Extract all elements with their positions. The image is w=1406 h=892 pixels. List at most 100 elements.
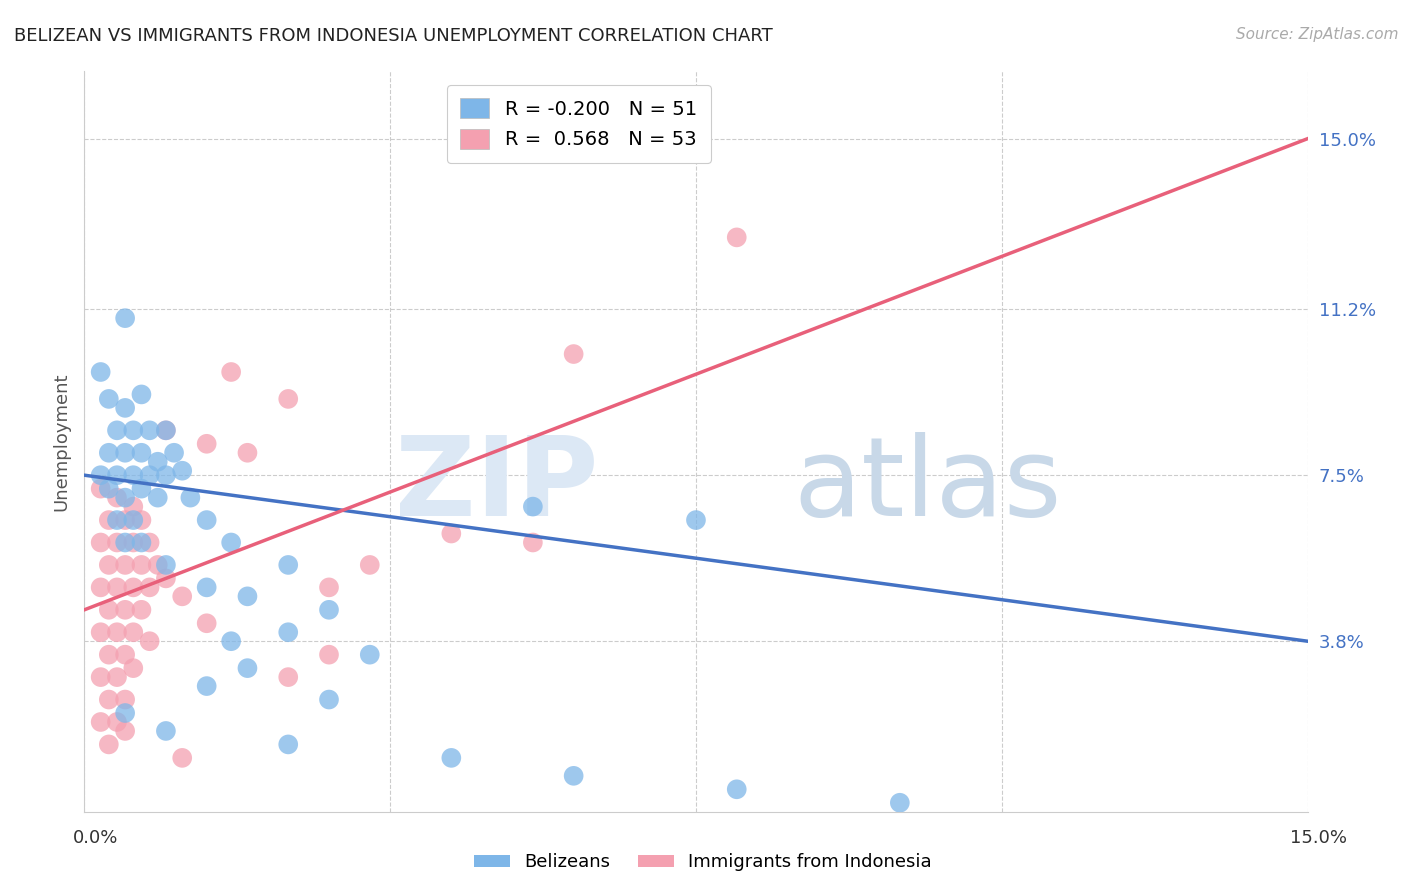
Point bbox=[90, 714, 112, 729]
Point bbox=[105, 468, 128, 483]
Point bbox=[172, 464, 194, 478]
Legend: Belizeans, Immigrants from Indonesia: Belizeans, Immigrants from Indonesia bbox=[467, 847, 939, 879]
Point bbox=[236, 446, 259, 460]
Point bbox=[131, 446, 153, 460]
Point bbox=[277, 625, 299, 640]
Text: Source: ZipAtlas.com: Source: ZipAtlas.com bbox=[1236, 27, 1399, 42]
Point bbox=[105, 535, 128, 549]
Point bbox=[97, 482, 120, 496]
Point bbox=[97, 392, 120, 406]
Point bbox=[440, 526, 463, 541]
Point bbox=[97, 513, 120, 527]
Point bbox=[122, 500, 145, 514]
Point bbox=[277, 670, 299, 684]
Point bbox=[105, 714, 128, 729]
Point bbox=[172, 751, 194, 765]
Point bbox=[146, 455, 169, 469]
Point bbox=[114, 692, 136, 706]
Point bbox=[114, 723, 136, 738]
Point bbox=[562, 347, 585, 361]
Point bbox=[359, 558, 381, 572]
Point bbox=[122, 423, 145, 437]
Point bbox=[155, 423, 177, 437]
Point bbox=[122, 661, 145, 675]
Point bbox=[359, 648, 381, 662]
Text: BELIZEAN VS IMMIGRANTS FROM INDONESIA UNEMPLOYMENT CORRELATION CHART: BELIZEAN VS IMMIGRANTS FROM INDONESIA UN… bbox=[14, 27, 773, 45]
Point bbox=[163, 446, 186, 460]
Point bbox=[138, 468, 160, 483]
Point bbox=[195, 679, 218, 693]
Point bbox=[105, 670, 128, 684]
Point bbox=[97, 558, 120, 572]
Point bbox=[97, 446, 120, 460]
Point bbox=[105, 491, 128, 505]
Point bbox=[131, 482, 153, 496]
Point bbox=[219, 365, 242, 379]
Point bbox=[155, 468, 177, 483]
Point bbox=[90, 580, 112, 594]
Point bbox=[114, 535, 136, 549]
Point bbox=[138, 634, 160, 648]
Text: atlas: atlas bbox=[794, 433, 1063, 540]
Point bbox=[146, 558, 169, 572]
Point bbox=[195, 513, 218, 527]
Point bbox=[122, 580, 145, 594]
Point bbox=[277, 738, 299, 752]
Point bbox=[97, 648, 120, 662]
Point bbox=[105, 625, 128, 640]
Point bbox=[131, 603, 153, 617]
Point bbox=[114, 491, 136, 505]
Text: 0.0%: 0.0% bbox=[73, 829, 118, 847]
Point bbox=[105, 423, 128, 437]
Point bbox=[318, 580, 340, 594]
Legend: R = -0.200   N = 51, R =  0.568   N = 53: R = -0.200 N = 51, R = 0.568 N = 53 bbox=[447, 85, 710, 162]
Point bbox=[725, 782, 748, 797]
Point bbox=[155, 723, 177, 738]
Point bbox=[122, 513, 145, 527]
Point bbox=[114, 311, 136, 326]
Point bbox=[522, 500, 544, 514]
Point bbox=[97, 603, 120, 617]
Point bbox=[114, 558, 136, 572]
Point bbox=[440, 751, 463, 765]
Point bbox=[277, 558, 299, 572]
Point bbox=[90, 670, 112, 684]
Point bbox=[179, 491, 201, 505]
Point bbox=[131, 558, 153, 572]
Point bbox=[562, 769, 585, 783]
Point bbox=[146, 491, 169, 505]
Text: ZIP: ZIP bbox=[395, 433, 598, 540]
Point bbox=[195, 616, 218, 631]
Point bbox=[114, 401, 136, 415]
Point bbox=[122, 625, 145, 640]
Point bbox=[318, 603, 340, 617]
Point bbox=[114, 603, 136, 617]
Point bbox=[131, 513, 153, 527]
Point bbox=[236, 661, 259, 675]
Point bbox=[97, 692, 120, 706]
Point bbox=[131, 535, 153, 549]
Point bbox=[155, 423, 177, 437]
Point bbox=[138, 535, 160, 549]
Point bbox=[195, 437, 218, 451]
Point bbox=[522, 535, 544, 549]
Point bbox=[172, 590, 194, 604]
Point bbox=[90, 535, 112, 549]
Point bbox=[725, 230, 748, 244]
Point bbox=[114, 648, 136, 662]
Point bbox=[122, 468, 145, 483]
Point bbox=[155, 558, 177, 572]
Point bbox=[105, 580, 128, 594]
Point bbox=[277, 392, 299, 406]
Point bbox=[105, 513, 128, 527]
Point bbox=[138, 580, 160, 594]
Point bbox=[90, 482, 112, 496]
Point bbox=[318, 648, 340, 662]
Point bbox=[195, 580, 218, 594]
Point bbox=[889, 796, 911, 810]
Point bbox=[131, 387, 153, 401]
Point bbox=[219, 634, 242, 648]
Point bbox=[138, 423, 160, 437]
Point bbox=[114, 706, 136, 720]
Point bbox=[155, 571, 177, 585]
